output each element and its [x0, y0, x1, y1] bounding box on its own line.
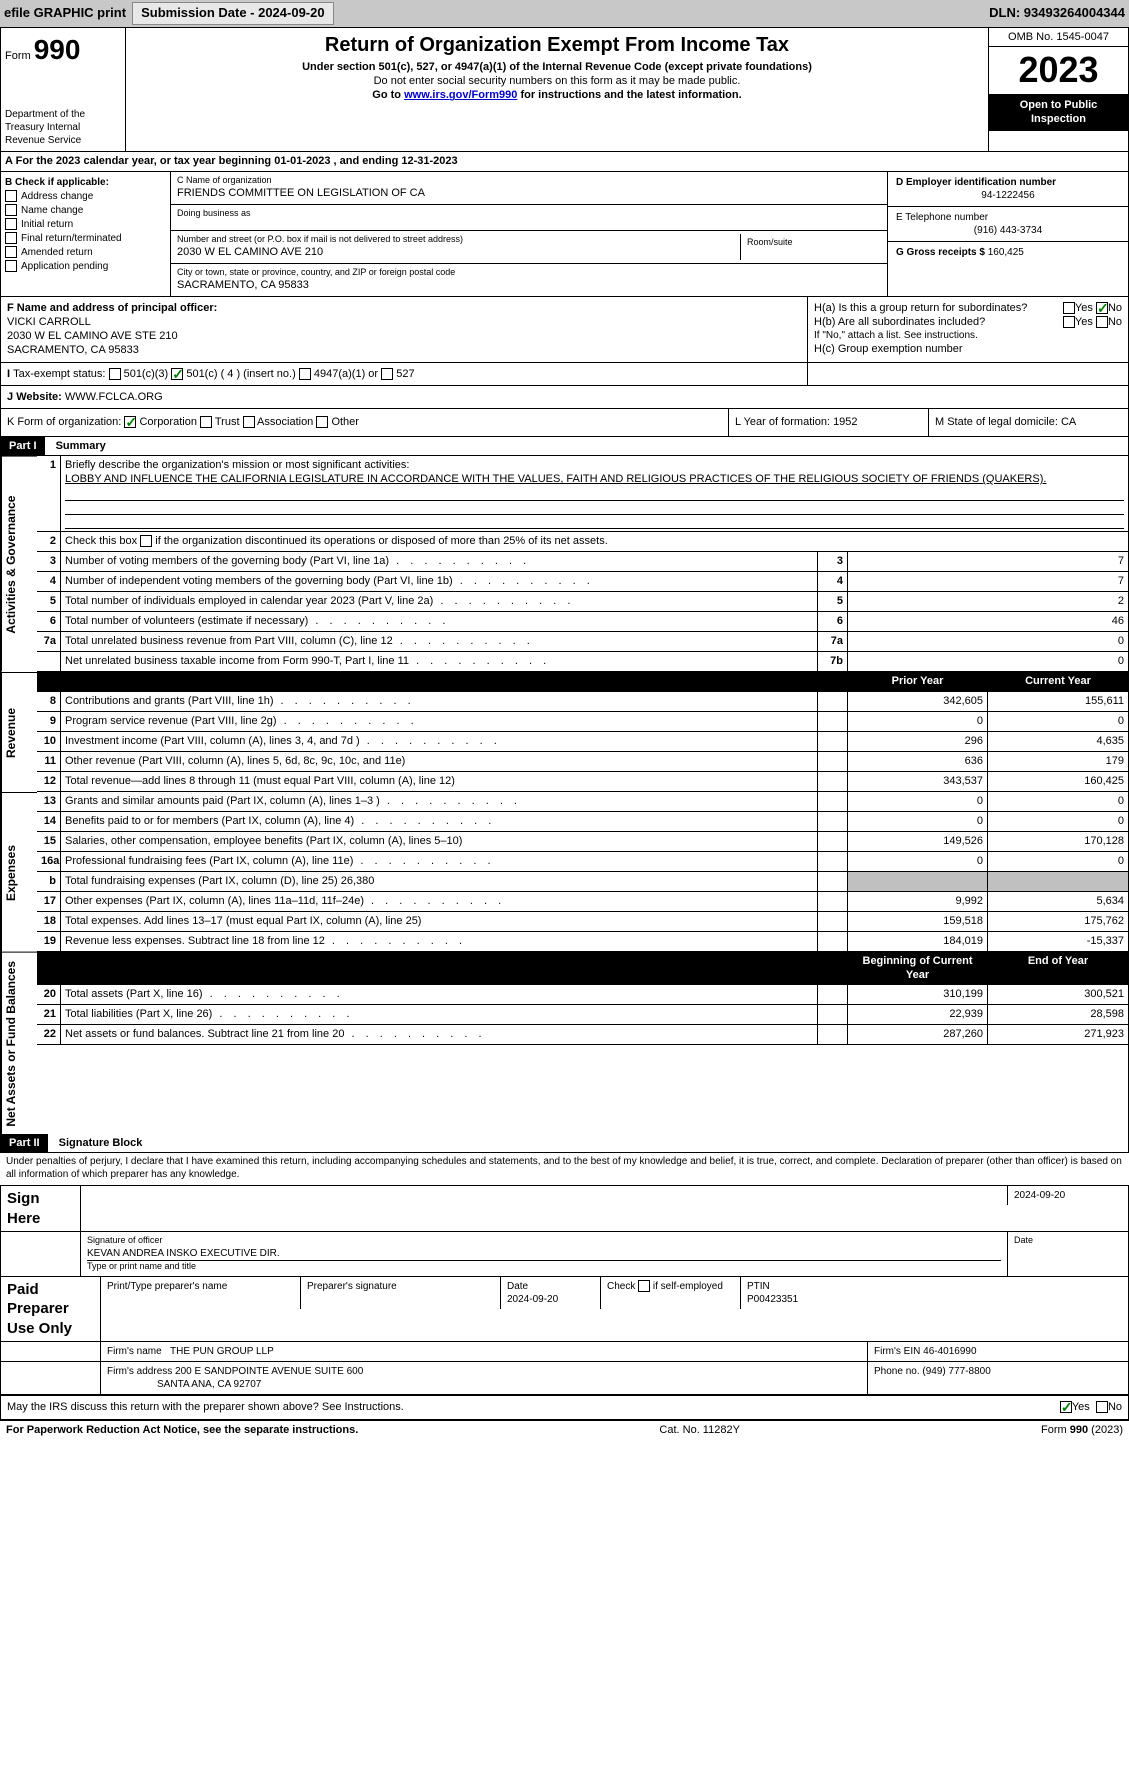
sidelabel-revenue: Revenue	[1, 672, 37, 792]
checkbox-527[interactable]	[381, 368, 393, 380]
form-word: Form	[5, 50, 31, 62]
org-name: FRIENDS COMMITTEE ON LEGISLATION OF CA	[177, 186, 881, 200]
checkbox-association[interactable]	[243, 416, 255, 428]
sign-here-label: Sign Here	[1, 1186, 81, 1231]
ein: 94-1222456	[896, 189, 1120, 202]
checkbox-corporation[interactable]	[124, 416, 136, 428]
klm-row: K Form of organization: Corporation Trus…	[0, 409, 1129, 436]
officer-signature: KEVAN ANDREA INSKO EXECUTIVE DIR.	[87, 1247, 1001, 1260]
checkbox-initial[interactable]	[5, 218, 17, 230]
checkbox-app-pending[interactable]	[5, 260, 17, 272]
checkbox-discuss-no[interactable]	[1096, 1401, 1108, 1413]
box-h: H(a) Is this a group return for subordin…	[808, 297, 1128, 362]
form-header: Form 990 Department of the Treasury Inte…	[0, 27, 1129, 152]
public-inspection: Open to Public Inspection	[989, 94, 1128, 131]
line-a: A For the 2023 calendar year, or tax yea…	[0, 152, 1129, 171]
checkbox-4947[interactable]	[299, 368, 311, 380]
summary-table: Activities & Governance 1 Briefly descri…	[0, 456, 1129, 1134]
goto-line: Go to www.irs.gov/Form990 for instructio…	[134, 88, 980, 102]
checkbox-501c3[interactable]	[109, 368, 121, 380]
website: WWW.FCLCA.ORG	[65, 391, 163, 403]
f-h-block: F Name and address of principal officer:…	[0, 297, 1129, 363]
i-row: I Tax-exempt status: 501(c)(3) 501(c) ( …	[0, 363, 1129, 386]
box-f: F Name and address of principal officer:…	[1, 297, 808, 362]
perjury-declaration: Under penalties of perjury, I declare th…	[0, 1153, 1129, 1183]
city-state-zip: SACRAMENTO, CA 95833	[177, 278, 881, 292]
gross-receipts: 160,425	[988, 247, 1024, 258]
line6-val: 46	[848, 612, 1128, 631]
mission-text: LOBBY AND INFLUENCE THE CALIFORNIA LEGIS…	[65, 473, 1046, 485]
box-b: B Check if applicable: Address change Na…	[1, 172, 171, 297]
checkbox-ha-no[interactable]	[1096, 302, 1108, 314]
year-formation: 1952	[833, 416, 857, 428]
street-address: 2030 W EL CAMINO AVE 210	[177, 245, 740, 259]
checkbox-discontinued[interactable]	[140, 535, 152, 547]
firm-ein: 46-4016990	[923, 1346, 976, 1357]
checkbox-self-employed[interactable]	[638, 1280, 650, 1292]
form-title: Return of Organization Exempt From Incom…	[134, 32, 980, 58]
ptin: P00423351	[747, 1294, 798, 1305]
firm-name: THE PUN GROUP LLP	[170, 1346, 274, 1357]
checkbox-final[interactable]	[5, 232, 17, 244]
dln-label: DLN: 93493264004344	[989, 5, 1125, 22]
checkbox-hb-no[interactable]	[1096, 316, 1108, 328]
dept-treasury: Department of the Treasury Internal Reve…	[5, 108, 121, 147]
line4-val: 7	[848, 572, 1128, 591]
checkbox-addr-change[interactable]	[5, 190, 17, 202]
checkbox-hb-yes[interactable]	[1063, 316, 1075, 328]
page-footer: For Paperwork Reduction Act Notice, see …	[0, 1420, 1129, 1439]
signature-block: Sign Here 2024-09-20 Signature of office…	[0, 1185, 1129, 1396]
checkbox-discuss-yes[interactable]	[1060, 1401, 1072, 1413]
box-d-e-g: D Employer identification number 94-1222…	[888, 172, 1128, 297]
checkbox-ha-yes[interactable]	[1063, 302, 1075, 314]
sidelabel-expenses: Expenses	[1, 792, 37, 952]
ssn-warning: Do not enter social security numbers on …	[134, 74, 980, 88]
officer-name: VICKI CARROLL	[7, 315, 801, 329]
box-c: C Name of organization FRIENDS COMMITTEE…	[171, 172, 888, 297]
submission-date-btn[interactable]: Submission Date - 2024-09-20	[132, 2, 334, 25]
sidelabel-netassets: Net Assets or Fund Balances	[1, 952, 37, 1135]
checkbox-trust[interactable]	[200, 416, 212, 428]
legal-domicile: CA	[1061, 416, 1076, 428]
telephone: (916) 443-3734	[896, 224, 1120, 237]
line3-val: 7	[848, 552, 1128, 571]
checkbox-amended[interactable]	[5, 246, 17, 258]
checkbox-name-change[interactable]	[5, 204, 17, 216]
j-row: J Website: WWW.FCLCA.ORG	[0, 386, 1129, 409]
line5-val: 2	[848, 592, 1128, 611]
sidelabel-governance: Activities & Governance	[1, 456, 37, 672]
line7b-val: 0	[848, 652, 1128, 671]
discuss-row: May the IRS discuss this return with the…	[0, 1396, 1129, 1419]
form-number: 990	[34, 34, 81, 65]
firm-phone: (949) 777-8800	[922, 1366, 990, 1377]
efile-label: efile GRAPHIC print	[4, 5, 126, 22]
part1-header: Part I Summary	[0, 437, 1129, 456]
part2-header: Part II Signature Block	[0, 1134, 1129, 1153]
irs-link[interactable]: www.irs.gov/Form990	[404, 89, 517, 101]
checkbox-other[interactable]	[316, 416, 328, 428]
form-id: Form 990 (2023)	[1041, 1423, 1123, 1437]
entity-id-block: B Check if applicable: Address change Na…	[0, 172, 1129, 297]
omb-number: OMB No. 1545-0047	[989, 28, 1128, 47]
form-subtitle: Under section 501(c), 527, or 4947(a)(1)…	[134, 60, 980, 74]
line7a-val: 0	[848, 632, 1128, 651]
paid-preparer-label: Paid Preparer Use Only	[1, 1277, 101, 1342]
tax-year: 2023	[989, 47, 1128, 94]
checkbox-501c[interactable]	[171, 368, 183, 380]
efile-topbar: efile GRAPHIC print Submission Date - 20…	[0, 0, 1129, 27]
